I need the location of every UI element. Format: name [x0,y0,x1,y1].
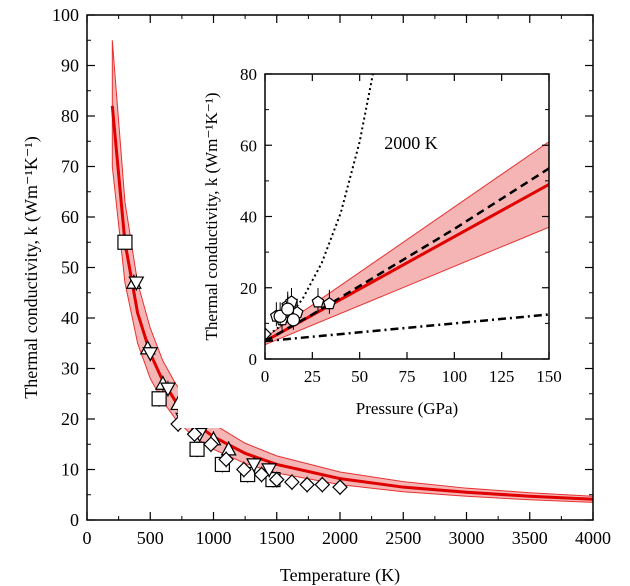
main-chart: 0 500 1000 1500 2000 2500 3000 3500 400001020304… [21,5,611,586]
main-point-squares [151,391,167,407]
inset-point-circles [281,302,295,316]
main-y-tick-label: 0 [70,510,79,530]
main-point-diamonds [186,426,203,442]
main-y-tick-label: 10 [61,460,79,480]
inset-x-tick-label: 25 [304,367,321,386]
inset-x-tick-label: 125 [489,367,515,386]
inset-y-axis-label: Thermal conductivity, k (Wm⁻¹K⁻¹) [202,93,221,341]
main-x-tick-label: 3500 [512,528,548,548]
main-point-triangles-down [128,276,145,291]
main-plot-area [110,40,593,503]
main-y-tick-label: 50 [61,258,79,278]
inset-dashed-line [265,167,549,343]
inset-plot-area [265,74,549,346]
main-point-squares [189,441,205,457]
main-point-triangles-down [142,347,159,362]
inset-chart: 0 25 50 75 100 125 150 0 20 40 60 80 2000 K Pressure … [178,58,576,428]
inset-x-tick-label: 75 [399,367,416,386]
main-x-tick-label: 1500 [259,528,295,548]
inset-x-tick-label: 50 [351,367,368,386]
main-y-tick-label: 90 [61,56,79,76]
main-point-diamonds [253,466,270,483]
inset-dotted-line [265,74,374,339]
main-point-squares [117,234,133,250]
main-point-triangles-down [159,382,176,397]
main-x-axis-label: Temperature (K) [280,565,400,586]
main-x-tick-label: 500 [137,528,164,548]
main-point-diamonds [218,451,234,468]
main-point-triangles-down [261,463,278,478]
inset-point-diamonds [265,327,272,341]
main-point-diamonds [314,476,331,493]
main-y-tick-label: 100 [52,5,79,25]
inset-x-tick-label: 100 [442,367,468,386]
inset-y-tick-label: 0 [249,350,258,369]
main-y-tick-label: 30 [61,359,79,379]
inset-background [178,58,576,428]
main-y-tick-label: 70 [61,157,79,177]
inset-point-pentagons [322,297,336,310]
inset-x-tick-label: 0 [261,367,270,386]
main-point-diamonds [284,474,300,490]
inset-y-tick-label: 60 [240,136,257,155]
inset-point-circles [286,313,300,327]
inset-dash-dot-line [265,313,549,343]
main-x-tick-label: 2000 [322,528,358,548]
main-y-axis-label: Thermal conductivity, k (Wm⁻¹K⁻¹) [21,136,42,399]
main-x-tick-label: 2500 [385,528,421,548]
main-point-diamonds [236,461,252,478]
main-y-tick-label: 20 [61,409,79,429]
main-point-triangles-down [245,458,262,473]
inset-y-tick-label: 40 [240,208,257,227]
main-point-diamonds [332,479,348,496]
main-fit-line [110,105,593,501]
main-y-tick-label: 80 [61,106,79,126]
main-y-tick-label: 60 [61,207,79,227]
main-y-tick-label: 40 [61,308,79,328]
inset-y-tick-label: 80 [240,65,257,84]
inset-point-pentagons [311,295,325,308]
main-point-diamonds [203,436,219,453]
main-point-diamonds [299,476,315,493]
inset-uncertainty-band [265,141,549,346]
main-x-tick-label: 0 [83,528,92,548]
main-x-tick-label: 1000 [196,528,232,548]
inset-x-tick-label: 150 [536,367,562,386]
inset-y-tick-label: 20 [240,279,257,298]
main-x-tick-label: 3000 [449,528,485,548]
inset-x-axis-label: Pressure (GPa) [356,399,458,418]
inset-annotation: 2000 K [384,133,438,153]
main-point-diamonds [268,471,285,488]
main-x-tick-label: 4000 [575,528,611,548]
